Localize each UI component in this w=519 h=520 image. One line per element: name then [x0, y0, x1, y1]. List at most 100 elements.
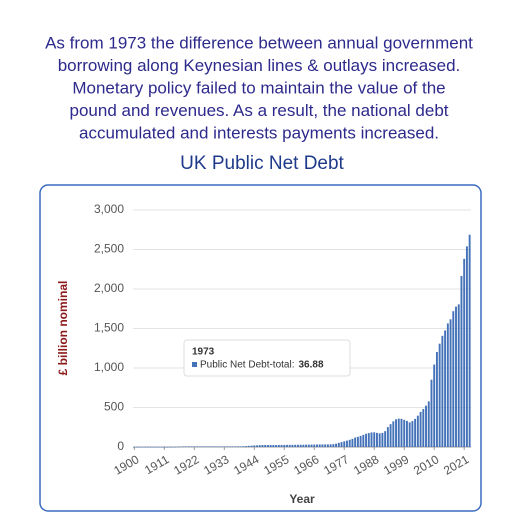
bar [242, 446, 245, 447]
bar [318, 444, 321, 447]
bar [321, 444, 324, 447]
bar [247, 445, 250, 447]
bar [280, 444, 283, 447]
bar [305, 444, 308, 447]
bar [307, 444, 310, 447]
bar [253, 445, 256, 447]
bar [212, 446, 215, 448]
intro-line: accumulated and interests payments incre… [79, 123, 439, 142]
tooltip-box [183, 339, 351, 377]
bar [168, 446, 171, 448]
y-tick-label: 2,500 [94, 242, 124, 256]
bar [370, 432, 373, 447]
bar [187, 446, 190, 447]
bar [348, 439, 351, 447]
bar [460, 276, 463, 447]
y-tick-label: 1,000 [94, 360, 124, 374]
bar [430, 379, 433, 447]
bar [198, 446, 201, 447]
bar [264, 444, 267, 447]
bar [441, 335, 444, 447]
y-tick-label: 2,000 [94, 281, 124, 295]
bar [313, 444, 316, 447]
bar [144, 446, 147, 448]
bar [136, 446, 139, 448]
bar [332, 444, 335, 447]
bar [239, 446, 242, 447]
bar [190, 446, 193, 447]
bar [340, 442, 343, 447]
bar [269, 444, 272, 447]
tooltip: 1973 Public Net Debt-total: 36.88 [183, 339, 351, 377]
bar [422, 409, 425, 447]
bar [411, 421, 414, 447]
bar [405, 420, 408, 447]
bar [427, 401, 430, 447]
bar [316, 444, 318, 447]
bar [226, 446, 228, 447]
bar [362, 434, 365, 447]
bar [160, 446, 163, 448]
bar [174, 446, 177, 448]
bar [381, 432, 384, 447]
bar [438, 343, 441, 447]
bar [463, 258, 466, 447]
bar [310, 444, 313, 447]
tooltip-swatch [192, 362, 197, 367]
bar [376, 432, 378, 447]
bar [220, 446, 223, 448]
bar [403, 419, 406, 447]
x-axis-label: Year [289, 492, 315, 506]
bar [343, 441, 346, 447]
bar [414, 418, 417, 447]
bar [193, 446, 196, 447]
bar [283, 444, 286, 447]
bar [296, 444, 299, 447]
bar [457, 304, 460, 447]
bar [435, 352, 438, 447]
bar [354, 437, 357, 447]
intro-line: As from 1973 the difference between annu… [45, 33, 473, 52]
bar [215, 446, 218, 448]
bar [207, 446, 209, 447]
bar [378, 433, 381, 447]
bar [346, 440, 348, 447]
intro-text: As from 1973 the difference between annu… [45, 33, 473, 142]
bar [138, 446, 141, 448]
bar [217, 446, 220, 448]
bar [446, 323, 449, 447]
bar [250, 445, 253, 447]
bar [373, 432, 376, 447]
bar [324, 444, 327, 447]
bar [171, 446, 174, 448]
intro-line: Monetary policy failed to maintain the v… [72, 78, 445, 97]
bar [465, 246, 468, 447]
bar [452, 311, 455, 447]
intro-line: borrowing along Keynesian lines & outlay… [58, 56, 461, 75]
tooltip-title: 1973 [192, 347, 215, 358]
bar [231, 446, 234, 447]
bar [133, 446, 136, 448]
bar [468, 234, 471, 447]
bar [258, 445, 261, 447]
bar [291, 444, 294, 447]
y-tick-label: 500 [104, 400, 124, 414]
bar [329, 444, 332, 447]
bar [261, 444, 264, 447]
bar [416, 415, 419, 447]
bar [444, 330, 447, 447]
bar [209, 446, 212, 448]
bar [228, 446, 231, 447]
bar [277, 444, 280, 447]
bar [155, 446, 158, 448]
bar [455, 306, 457, 447]
bar [356, 436, 359, 447]
y-tick-label: 0 [117, 439, 124, 453]
bar [397, 418, 400, 447]
bar [245, 446, 248, 447]
bar [433, 364, 436, 447]
bar [201, 446, 204, 447]
bar [234, 446, 237, 447]
bar [272, 445, 275, 447]
